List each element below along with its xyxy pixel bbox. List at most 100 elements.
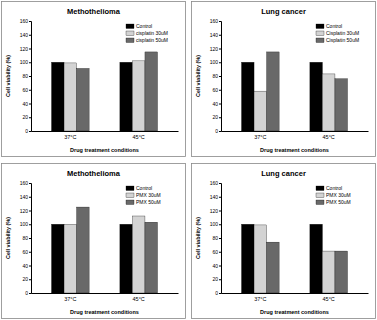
y-tick: 60 bbox=[212, 249, 221, 255]
y-tick-mark bbox=[29, 49, 31, 50]
bar bbox=[120, 224, 133, 293]
legend-swatch bbox=[316, 193, 324, 198]
y-axis-line bbox=[29, 22, 32, 132]
y-tick: 80 bbox=[22, 73, 31, 79]
bar bbox=[322, 251, 335, 293]
bar bbox=[267, 242, 280, 293]
y-tick: 20 bbox=[212, 276, 221, 282]
y-tick: 40 bbox=[212, 101, 221, 107]
panel: 02040608010012014016037°C45°CControlPMX … bbox=[2, 164, 186, 319]
y-tick: 40 bbox=[22, 263, 31, 269]
legend-label: cisplatin 30uM bbox=[136, 30, 168, 36]
y-axis-title: Cell viability (%) bbox=[195, 217, 201, 259]
bar bbox=[254, 225, 267, 293]
x-tick-label: 37°C bbox=[64, 296, 76, 302]
y-tick-mark bbox=[219, 183, 221, 184]
x-tick-label: 37°C bbox=[64, 134, 76, 140]
y-tick-mark bbox=[29, 90, 31, 91]
y-tick-mark bbox=[29, 131, 31, 132]
bars bbox=[52, 52, 158, 131]
y-tick: 20 bbox=[22, 114, 31, 120]
legend-swatch bbox=[316, 200, 324, 205]
y-tick-mark bbox=[29, 183, 31, 184]
y-tick-label: 100 bbox=[20, 221, 29, 227]
y-tick-mark bbox=[219, 90, 221, 91]
y-tick-label: 60 bbox=[22, 249, 28, 255]
y-tick: 100 bbox=[20, 59, 31, 65]
x-tick-label: 45°C bbox=[133, 134, 145, 140]
y-tick-label: 80 bbox=[212, 235, 218, 241]
y-tick-label: 0 bbox=[25, 290, 28, 296]
bar bbox=[132, 216, 145, 293]
y-tick: 120 bbox=[20, 208, 31, 214]
y-tick-mark bbox=[29, 266, 31, 267]
y-tick-label: 160 bbox=[210, 180, 219, 186]
x-axis-line bbox=[222, 131, 369, 132]
y-tick: 120 bbox=[210, 208, 221, 214]
legend-label: PMX 30uM bbox=[326, 192, 351, 198]
bar bbox=[242, 62, 255, 131]
x-axis-title: Drug treatment conditions bbox=[260, 147, 329, 153]
bar bbox=[145, 222, 158, 293]
legend-swatch bbox=[316, 38, 324, 43]
x-tick: 45°C bbox=[323, 131, 335, 140]
y-tick-label: 60 bbox=[22, 87, 28, 93]
bar bbox=[52, 224, 65, 293]
legend-label: cisplatin 50uM bbox=[136, 37, 168, 43]
y-tick: 100 bbox=[20, 221, 31, 227]
x-tick: 45°C bbox=[133, 131, 145, 140]
x-axis-title: Drug treatment conditions bbox=[260, 309, 329, 315]
y-axis-line bbox=[29, 184, 32, 294]
bar bbox=[310, 62, 323, 131]
legend-label: Control bbox=[326, 185, 342, 191]
y-tick-mark bbox=[29, 197, 31, 198]
y-tick-mark bbox=[29, 279, 31, 280]
legend: Controlcisplatin 30uMcisplatin 50uM bbox=[126, 23, 168, 43]
y-tick-label: 20 bbox=[22, 114, 28, 120]
y-tick-mark bbox=[219, 35, 221, 36]
x-tick-label: 45°C bbox=[323, 296, 335, 302]
legend-swatch bbox=[126, 186, 134, 191]
legend-label: PMX 30uM bbox=[136, 192, 161, 198]
x-axis: 37°C45°C bbox=[222, 131, 369, 140]
x-axis: 37°C 45°C bbox=[32, 293, 179, 302]
y-tick-mark bbox=[29, 117, 31, 118]
y-tick: 100 bbox=[210, 221, 221, 227]
x-tick-label: 37°C bbox=[254, 296, 266, 302]
bar bbox=[322, 74, 335, 131]
x-tick: 45°C bbox=[133, 293, 145, 302]
y-tick: 20 bbox=[212, 114, 221, 120]
y-tick-label: 20 bbox=[212, 276, 218, 282]
legend-swatch bbox=[316, 186, 324, 191]
y-tick: 160 bbox=[210, 18, 221, 24]
y-tick-mark bbox=[219, 252, 221, 253]
y-tick: 120 bbox=[20, 46, 31, 52]
y-tick-label: 60 bbox=[212, 249, 218, 255]
y-tick: 60 bbox=[212, 87, 221, 93]
y-tick-mark bbox=[29, 35, 31, 36]
bar bbox=[254, 91, 267, 131]
x-tick: 37°C bbox=[254, 293, 266, 302]
y-tick: 0 bbox=[25, 128, 31, 134]
y-axis: 020406080100120140160 bbox=[20, 18, 32, 134]
y-tick: 160 bbox=[20, 18, 31, 24]
y-tick-label: 20 bbox=[212, 114, 218, 120]
y-tick-label: 140 bbox=[210, 194, 219, 200]
plot: 02040608010012014016037°C45°CControlPMX … bbox=[210, 180, 369, 302]
panel-frame bbox=[192, 164, 376, 319]
y-tick-mark bbox=[219, 279, 221, 280]
bar bbox=[242, 224, 255, 293]
y-tick-mark bbox=[219, 49, 221, 50]
y-tick-mark bbox=[219, 117, 221, 118]
y-tick-label: 0 bbox=[215, 290, 218, 296]
bars bbox=[242, 52, 348, 131]
y-tick-mark bbox=[219, 238, 221, 239]
y-tick-label: 60 bbox=[212, 87, 218, 93]
y-tick-mark bbox=[29, 238, 31, 239]
bar bbox=[145, 52, 158, 131]
y-axis-title: Cell viability (%) bbox=[195, 55, 201, 97]
bar bbox=[64, 224, 77, 293]
plot: 02040608010012014016037°C45°CControlCisp… bbox=[210, 18, 369, 140]
bar bbox=[335, 79, 348, 131]
y-tick: 80 bbox=[212, 73, 221, 79]
